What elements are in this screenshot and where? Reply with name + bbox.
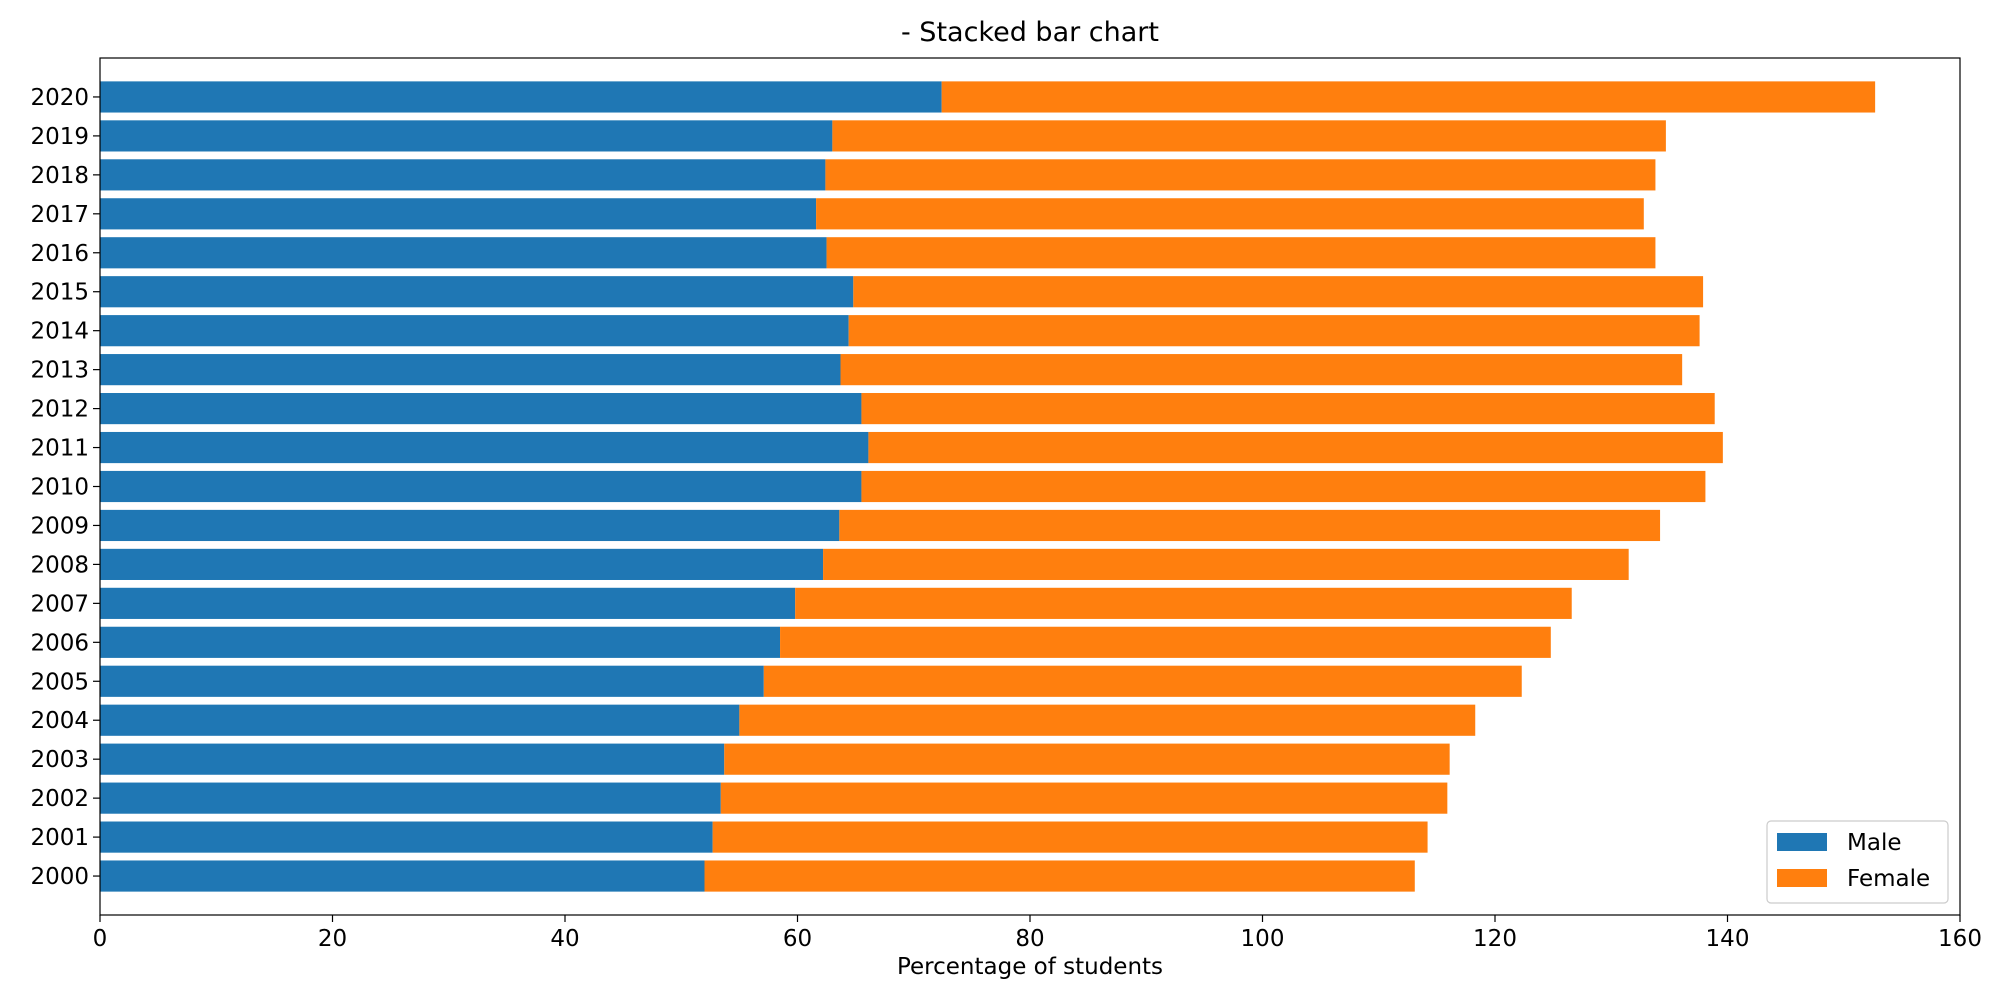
bar-male-2005	[100, 665, 764, 697]
y-tick-label-2004: 2004	[30, 708, 89, 734]
bar-male-2017	[100, 198, 817, 230]
bar-female-2020	[941, 81, 1876, 113]
y-tick-label-2007: 2007	[30, 591, 89, 617]
bar-female-2011	[868, 431, 1723, 464]
y-tick-label-2012: 2012	[30, 397, 89, 423]
bar-male-2008	[100, 548, 824, 580]
bar-male-2011	[100, 431, 869, 464]
bar-male-2006	[100, 626, 781, 658]
y-tick-label-2014: 2014	[30, 319, 89, 345]
bar-female-2006	[780, 626, 1551, 658]
y-tick-label-2006: 2006	[30, 630, 89, 656]
y-tick-label-2015: 2015	[30, 280, 89, 306]
bar-male-2019	[100, 120, 833, 152]
x-tick-label-40: 40	[550, 926, 579, 952]
y-tick-label-2009: 2009	[30, 513, 89, 539]
bar-female-2015	[853, 276, 1704, 308]
y-tick-label-2017: 2017	[30, 202, 89, 228]
y-tick-label-2020: 2020	[30, 85, 89, 111]
x-tick-label-80: 80	[1015, 926, 1044, 952]
x-tick-label-140: 140	[1706, 926, 1750, 952]
bar-male-2015	[100, 276, 854, 308]
bar-female-2009	[839, 509, 1661, 542]
bar-female-2002	[720, 782, 1448, 814]
bar-male-2001	[100, 821, 713, 853]
y-tick-label-2018: 2018	[30, 163, 89, 189]
y-tick-label-2000: 2000	[30, 864, 89, 890]
bar-male-2020	[100, 81, 942, 113]
y-tick-label-2008: 2008	[30, 552, 89, 578]
bar-female-2016	[826, 237, 1656, 269]
x-tick-label-100: 100	[1241, 926, 1285, 952]
bar-female-2001	[712, 821, 1428, 853]
bar-female-2004	[739, 704, 1476, 736]
bar-female-2017	[816, 198, 1644, 230]
bar-female-2003	[724, 743, 1450, 775]
x-tick-label-160: 160	[1938, 926, 1982, 952]
bar-male-2009	[100, 509, 840, 542]
bar-male-2000	[100, 860, 705, 892]
bar-female-2000	[704, 860, 1415, 892]
bar-female-2007	[795, 587, 1572, 619]
bar-female-2014	[848, 315, 1700, 347]
bar-male-2010	[100, 470, 862, 503]
y-tick-label-2013: 2013	[30, 358, 89, 384]
bar-male-2003	[100, 743, 725, 775]
legend: Male Female	[1766, 820, 1949, 904]
y-tick-label-2001: 2001	[30, 825, 89, 851]
chart-title: - Stacked bar chart	[901, 17, 1159, 48]
bar-male-2013	[100, 354, 841, 386]
bar-male-2018	[100, 159, 826, 191]
legend-label-female: Female	[1847, 866, 1930, 892]
x-axis-ticks: 0 20 40 60 80 100 120 140 160	[93, 915, 1982, 952]
bar-male-2016	[100, 237, 827, 269]
legend-swatch-female	[1777, 869, 1827, 887]
bar-female-2005	[763, 665, 1522, 697]
x-tick-label-0: 0	[93, 926, 108, 952]
y-tick-label-2016: 2016	[30, 241, 89, 267]
bar-male-2012	[100, 393, 862, 425]
y-tick-label-2010: 2010	[30, 475, 89, 501]
y-tick-label-2019: 2019	[30, 124, 89, 150]
bar-female-2013	[840, 354, 1683, 386]
x-axis-label: Percentage of students	[897, 954, 1163, 980]
x-tick-label-60: 60	[783, 926, 812, 952]
y-tick-label-2011: 2011	[30, 436, 89, 462]
bar-female-2019	[832, 120, 1666, 152]
x-tick-label-120: 120	[1473, 926, 1517, 952]
legend-swatch-male	[1777, 833, 1827, 851]
bar-female-2010	[861, 470, 1706, 503]
y-axis-ticks: 2000 2001 2002 2003 2004 2005 2006 2007 2008 2009…	[30, 85, 100, 890]
bar-male-2002	[100, 782, 721, 814]
bar-male-2007	[100, 587, 796, 619]
y-tick-label-2003: 2003	[30, 747, 89, 773]
bar-female-2012	[861, 393, 1715, 425]
y-tick-label-2002: 2002	[30, 786, 89, 812]
bars-group	[100, 81, 1876, 892]
bar-female-2018	[825, 159, 1656, 191]
bar-female-2008	[823, 548, 1629, 580]
bar-male-2014	[100, 315, 849, 347]
legend-label-male: Male	[1847, 830, 1901, 856]
x-tick-label-20: 20	[318, 926, 347, 952]
y-tick-label-2005: 2005	[30, 669, 89, 695]
bar-male-2004	[100, 704, 740, 736]
